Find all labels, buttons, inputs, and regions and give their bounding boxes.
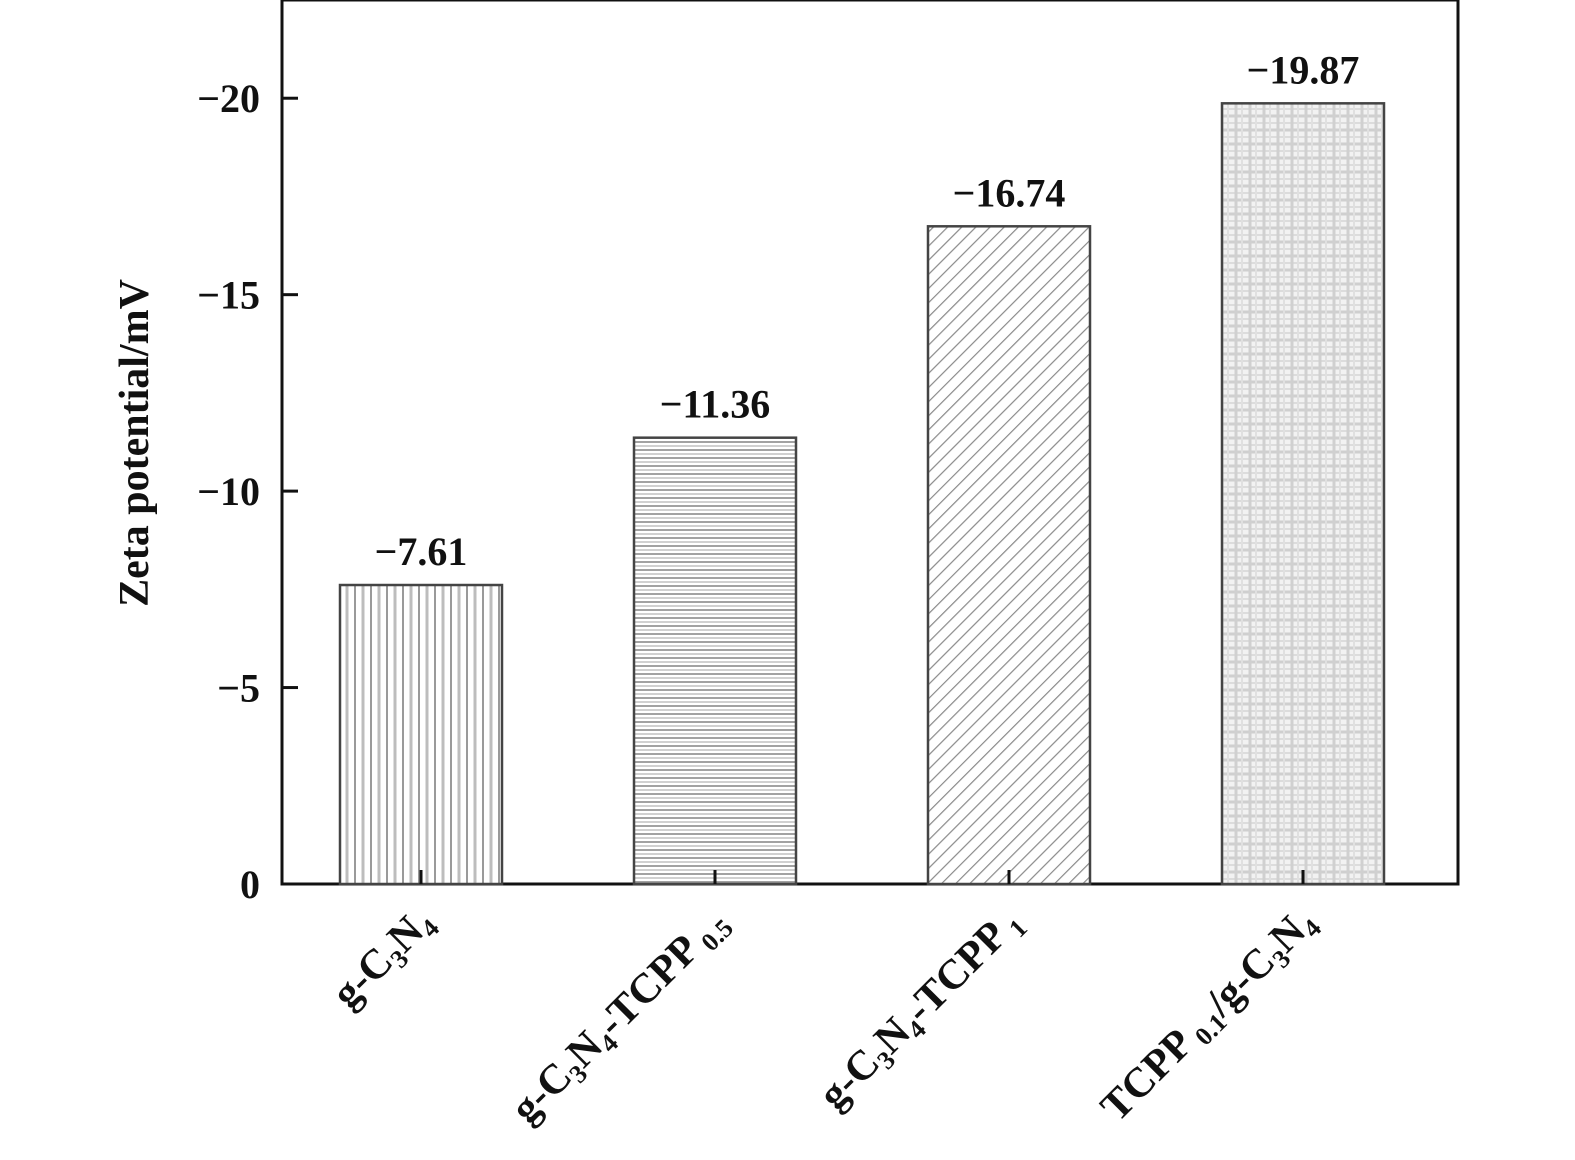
bar-data-label: −11.36 bbox=[660, 382, 771, 427]
x-axis: g-C3N4 g-C3N4-TCPP 0.5 g-C3N4-TCPP 1 TCPP 0… bbox=[324, 870, 1327, 1135]
data-labels-group: −7.61 −11.36 −16.74 −19.87 bbox=[375, 47, 1360, 574]
bar-data-label: −19.87 bbox=[1247, 47, 1360, 92]
y-tick-label: −10 bbox=[197, 469, 260, 514]
bar-data-label: −16.74 bbox=[953, 170, 1066, 215]
x-category-label: g-C3N4-TCPP 1 bbox=[810, 899, 1033, 1122]
plot-frame bbox=[280, 0, 1460, 886]
y-axis: 0 −5 −10 −15 −20 bbox=[197, 76, 298, 907]
bar-data-label: −7.61 bbox=[375, 529, 468, 574]
y-axis-title: Zeta potential/mV bbox=[112, 279, 158, 607]
bar bbox=[338, 583, 504, 886]
x-category-label: g-C3N4 bbox=[324, 899, 445, 1020]
bar bbox=[1220, 102, 1386, 886]
plot-area bbox=[280, 0, 1460, 886]
y-tick-label: −15 bbox=[197, 273, 260, 318]
y-tick-label: 0 bbox=[240, 862, 260, 907]
bar bbox=[926, 225, 1092, 886]
y-tick-label: −5 bbox=[217, 666, 260, 711]
bar bbox=[632, 436, 798, 886]
x-category-label: g-C3N4-TCPP 0.5 bbox=[502, 899, 738, 1135]
bars-group bbox=[338, 102, 1386, 886]
x-category-label: TCPP 0.1/g-C3N4 bbox=[1092, 899, 1327, 1134]
y-tick-label: −20 bbox=[197, 76, 260, 121]
